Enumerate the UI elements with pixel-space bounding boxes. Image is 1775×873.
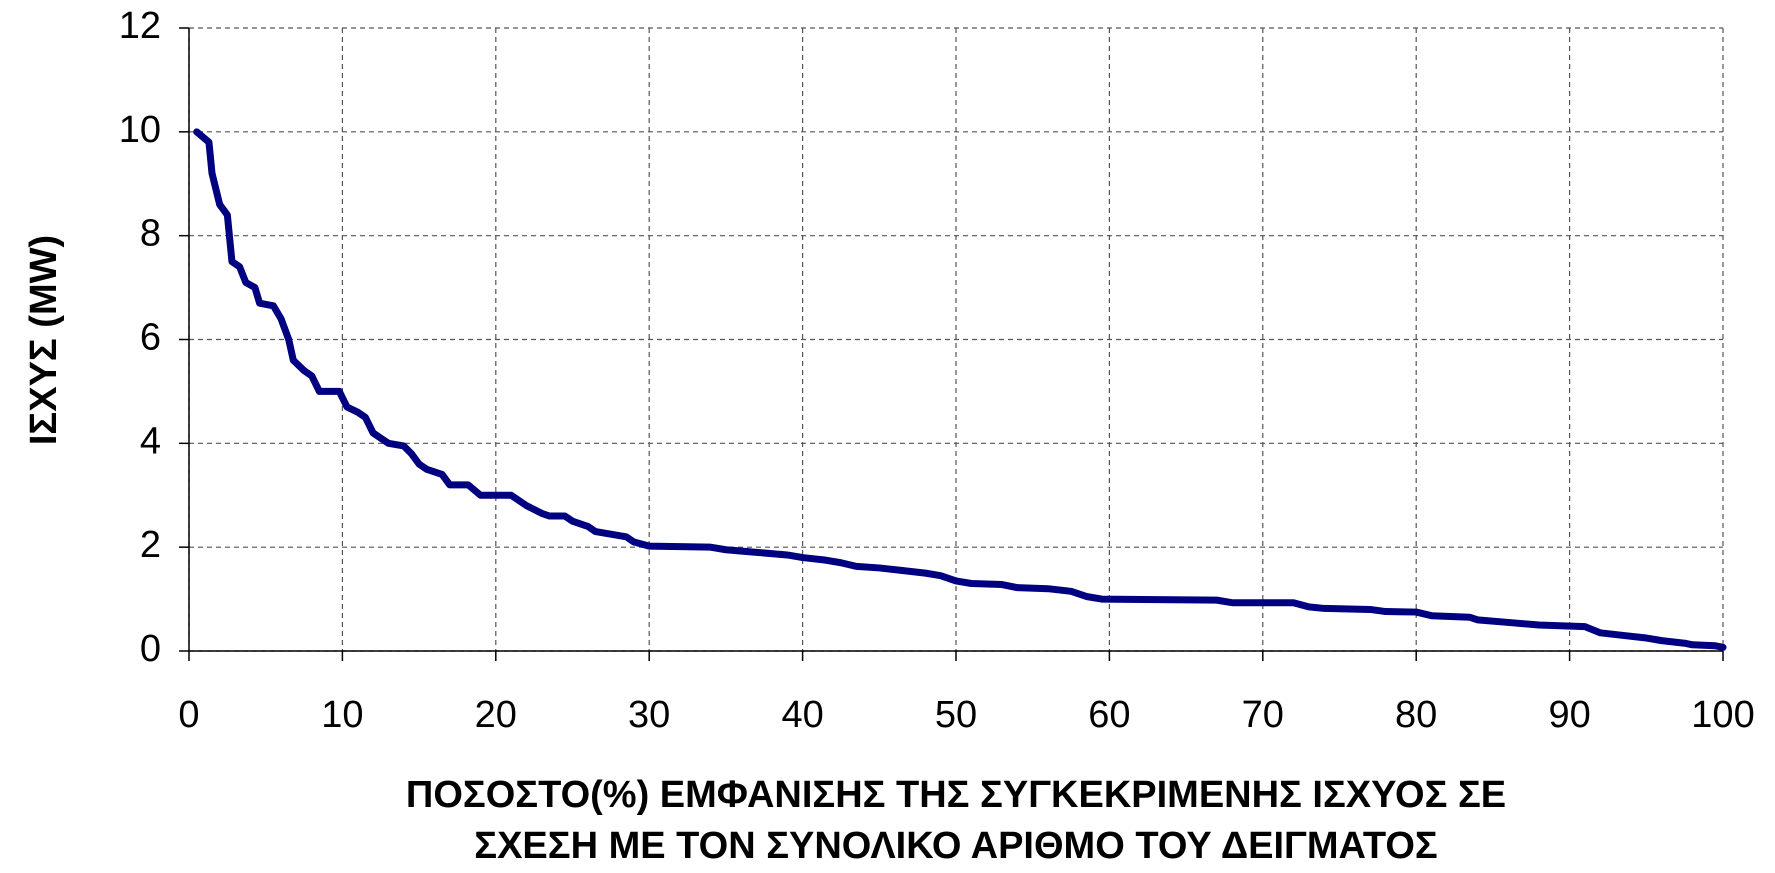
x-axis-title: ΣΧΕΣΗ ΜΕ ΤΟΝ ΣΥΝΟΛΙΚΟ ΑΡΙΘΜΟ ΤΟΥ ΔΕΙΓΜΑΤ… <box>474 825 1437 867</box>
x-tick-label: 40 <box>781 694 823 736</box>
x-tick-label: 80 <box>1395 694 1437 736</box>
data-line <box>193 128 1727 651</box>
y-tick-label: 8 <box>140 213 161 255</box>
x-tick-label: 50 <box>935 694 977 736</box>
x-axis-title: ΠΟΣΟΣΤΟ(%) ΕΜΦΑΝΙΣΗΣ ΤΗΣ ΣΥΓΚΕΚΡΙΜΕΝΗΣ Ι… <box>406 774 1506 816</box>
y-tick-label: 4 <box>140 420 161 462</box>
y-tick-label: 12 <box>119 5 161 47</box>
x-tick-label: 90 <box>1548 694 1590 736</box>
y-tick-label: 0 <box>140 628 161 670</box>
x-tick-label: 10 <box>321 694 363 736</box>
y-tick-label: 10 <box>119 109 161 151</box>
x-tick-label: 60 <box>1088 694 1130 736</box>
x-tick-label: 20 <box>475 694 517 736</box>
x-tick-label: 0 <box>178 694 199 736</box>
x-tick-label: 30 <box>628 694 670 736</box>
y-tick-label: 2 <box>140 524 161 566</box>
y-tick-label: 6 <box>140 317 161 359</box>
x-tick-label: 70 <box>1242 694 1284 736</box>
y-axis-title: ΙΣΧΥΣ (MW) <box>23 235 65 445</box>
x-tick-label: 100 <box>1691 694 1754 736</box>
